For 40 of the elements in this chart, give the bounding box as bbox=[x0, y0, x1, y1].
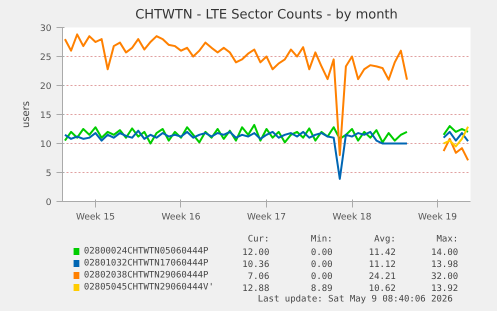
legend-label: 02802038CHTWTN29060444P bbox=[84, 270, 210, 280]
y-tick-label: 5 bbox=[46, 169, 52, 179]
text: Avg: bbox=[374, 234, 396, 244]
text: 10.36 bbox=[242, 260, 270, 270]
text: 12.00 bbox=[242, 248, 270, 258]
y-tick-label: 15 bbox=[40, 111, 52, 121]
x-tick-label: Week 16 bbox=[162, 212, 201, 222]
text: 0.00 bbox=[310, 272, 333, 282]
text: 11.42 bbox=[368, 248, 396, 258]
text: 13.92 bbox=[431, 284, 458, 294]
text: 11.12 bbox=[368, 260, 396, 270]
y-tick-label: 0 bbox=[46, 198, 52, 208]
legend-label: 02800024CHTWTN05060444P bbox=[84, 246, 210, 256]
text: 0.00 bbox=[310, 260, 333, 270]
x-tick-label: Week 19 bbox=[418, 212, 458, 222]
y-tick-label: 30 bbox=[40, 24, 52, 34]
text: Max: bbox=[436, 234, 458, 244]
text: 14.00 bbox=[431, 248, 458, 258]
text: 24.21 bbox=[368, 272, 396, 282]
x-tick-label: Week 17 bbox=[247, 212, 286, 222]
legend-label: 02805045CHTWTN29060444V' bbox=[84, 282, 214, 292]
text: 8.89 bbox=[310, 284, 333, 294]
text: 7.06 bbox=[248, 272, 270, 282]
text: 0.00 bbox=[310, 248, 333, 258]
x-tick-label: Week 15 bbox=[76, 212, 115, 222]
y-tick-label: 20 bbox=[40, 82, 52, 92]
chart-title: CHTWTN - LTE Sector Counts - by month bbox=[135, 8, 398, 22]
line-series bbox=[442, 126, 470, 148]
y-tick-label: 25 bbox=[40, 53, 52, 63]
text: Cur: bbox=[248, 234, 270, 244]
text: 10.62 bbox=[368, 284, 396, 294]
x-tick-label: Week 18 bbox=[332, 212, 372, 222]
text: 32.00 bbox=[431, 272, 458, 282]
text: 13.98 bbox=[431, 260, 458, 270]
text: Min: bbox=[310, 234, 333, 244]
text: 12.88 bbox=[242, 284, 270, 294]
y-axis-title: users bbox=[21, 100, 32, 128]
text: Last update: Sat May 9 08:40:06 2026 bbox=[258, 294, 453, 304]
legend-label: 02801032CHTWTN17060444P bbox=[84, 258, 210, 268]
y-tick-label: 10 bbox=[40, 140, 52, 150]
